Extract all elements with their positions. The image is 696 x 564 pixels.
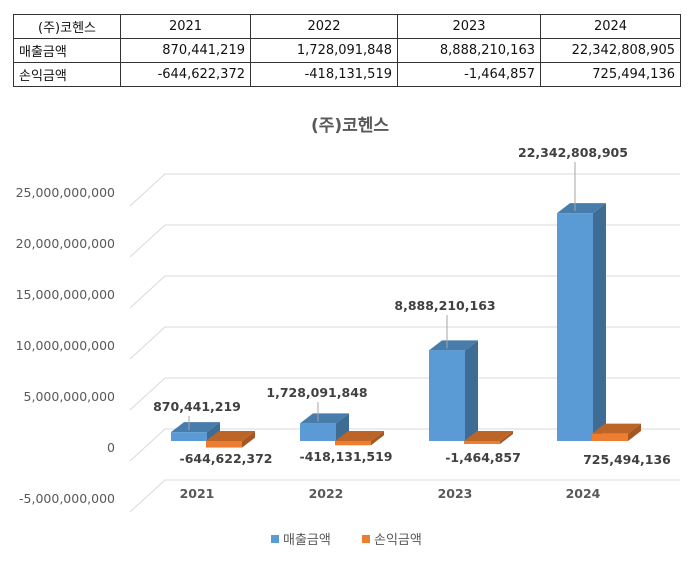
table-header-cell: (주)코헨스: [13, 14, 121, 39]
table-header-cell: 2021: [120, 14, 251, 39]
bar-sales: [557, 213, 593, 441]
bar-top: [300, 413, 349, 424]
legend: 매출금액 손익금액: [271, 533, 422, 548]
bar-top: [171, 422, 220, 433]
y-tick-label: 15,000,000,000: [16, 287, 115, 302]
bar-top: [335, 431, 384, 441]
legend-label-sales: 매출금액: [283, 533, 331, 548]
table-cell: 8,888,210,163: [397, 38, 541, 63]
table-cell: -418,131,519: [250, 62, 398, 87]
bar-top: [592, 423, 641, 434]
bar-profit: [464, 441, 500, 444]
bar-sales: [429, 350, 465, 441]
y-tick-label: 20,000,000,000: [16, 236, 115, 251]
bar-top: [206, 431, 255, 441]
gridline: [129, 377, 680, 411]
table-cell: 725,494,136: [540, 62, 681, 87]
gridline: [129, 173, 680, 207]
table-header-cell: 2022: [250, 14, 398, 39]
gridline: [129, 428, 680, 462]
data-label: -1,464,857: [445, 450, 521, 465]
bar-top: [557, 203, 606, 214]
data-label: 870,441,219: [153, 399, 241, 414]
y-tick-label: 25,000,000,000: [16, 185, 115, 200]
bar-top: [429, 340, 478, 351]
gridline: [129, 275, 680, 309]
bar-side: [628, 423, 641, 441]
bar-side: [336, 413, 349, 441]
y-tick-label: 5,000,000,000: [24, 389, 115, 404]
bar-side: [500, 431, 513, 444]
table-cell: -644,622,372: [120, 62, 251, 87]
bar-side: [371, 431, 384, 446]
y-tick-label: -5,000,000,000: [19, 491, 115, 506]
legend-swatch-profit: [362, 535, 370, 543]
x-tick-label: 2022: [309, 486, 344, 501]
bar-profit: [335, 441, 371, 446]
table-row: 매출금액 870,441,219 1,728,091,848 8,888,210…: [13, 38, 681, 63]
table-row: 손익금액 -644,622,372 -418,131,519 -1,464,85…: [13, 62, 681, 87]
row-label: 손익금액: [13, 62, 121, 87]
table-header-cell: 2024: [540, 14, 681, 39]
x-tick-label: 2023: [438, 486, 473, 501]
table-cell: 870,441,219: [120, 38, 251, 63]
table-cell: -1,464,857: [397, 62, 541, 87]
data-label: -418,131,519: [300, 449, 393, 464]
bar-chart: (주)코헨스 -5,000,000,000 0 5,000,000,000 10,00…: [16, 116, 680, 548]
legend-label-profit: 손익금액: [374, 533, 422, 548]
gridline: [129, 224, 680, 258]
bar-profit: [206, 441, 242, 448]
table-cell: 1,728,091,848: [250, 38, 398, 63]
data-label: 1,728,091,848: [266, 385, 367, 400]
bar-side: [465, 340, 478, 441]
table-header-cell: 2023: [397, 14, 541, 39]
gridline: [129, 326, 680, 360]
bar-side: [593, 203, 606, 441]
table-cell: 22,342,808,905: [540, 38, 681, 63]
y-tick-label: 10,000,000,000: [16, 338, 115, 353]
row-label: 매출금액: [13, 38, 121, 63]
table-header-row: (주)코헨스 2021 2022 2023 2024: [13, 14, 681, 39]
bar-sales: [171, 432, 207, 441]
x-tick-label: 2021: [180, 486, 215, 501]
y-tick-label: 0: [107, 440, 115, 455]
data-label: 725,494,136: [583, 452, 671, 467]
bar-side: [207, 422, 220, 441]
chart-title: (주)코헨스: [311, 116, 389, 136]
x-tick-label: 2024: [566, 486, 601, 501]
data-table: (주)코헨스 2021 2022 2023 2024 매출금액 870,441,…: [13, 14, 681, 87]
legend-swatch-sales: [271, 535, 279, 543]
data-label: 8,888,210,163: [394, 298, 495, 313]
data-label: -644,622,372: [180, 451, 273, 466]
data-label: 22,342,808,905: [518, 145, 628, 160]
bar-profit: [592, 433, 628, 441]
bar-sales: [300, 423, 336, 441]
gridline: [129, 479, 680, 513]
bar-side: [242, 431, 255, 448]
bar-top: [464, 431, 513, 441]
